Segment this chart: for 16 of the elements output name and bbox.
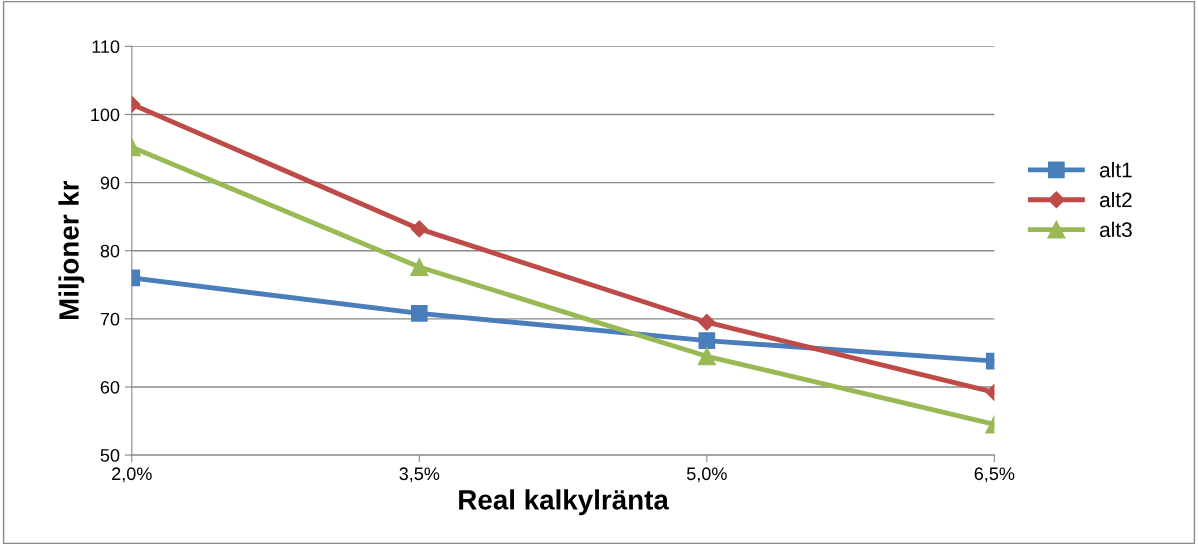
x-tick-label: 5,0% (686, 467, 727, 483)
x-tick-label: 6,5% (974, 467, 1015, 483)
y-tick-label: 110 (92, 40, 120, 54)
legend-label: alt3 (1099, 221, 1132, 238)
y-tick-label: 80 (100, 244, 120, 258)
legend-label: alt2 (1099, 191, 1132, 208)
x-axis-title: Real kalkylränta (459, 489, 670, 516)
y-tick-label: 100 (91, 108, 120, 122)
legend-label: alt1 (1099, 162, 1132, 178)
y-tick-label: 60 (100, 380, 120, 394)
x-tick-label: 2,0% (112, 467, 152, 483)
x-tick-label: 3,5% (399, 467, 440, 483)
y-tick-label: 90 (100, 176, 120, 190)
y-axis-title: Miljoner kr (58, 180, 85, 320)
y-tick-label: 70 (100, 312, 120, 326)
y-tick-label: 50 (100, 449, 120, 462)
